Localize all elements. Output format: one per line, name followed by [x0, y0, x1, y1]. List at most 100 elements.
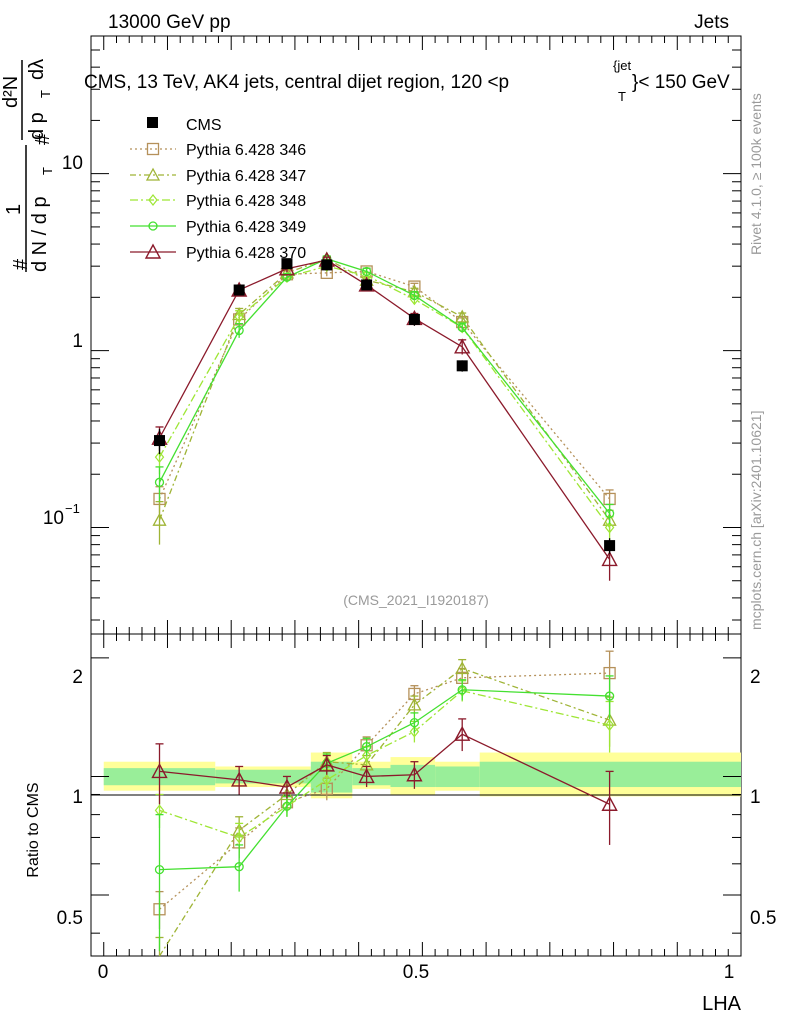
point-ratio-1-5 [407, 697, 422, 711]
point-ratio-3-2 [282, 801, 292, 811]
legend-label-cms: CMS [186, 117, 222, 134]
xlabel: LHA [702, 993, 742, 1015]
ylabel-one: 1 [3, 204, 25, 215]
series-line-ratio-1 [158, 667, 610, 957]
point-ratio-3-4 [361, 742, 372, 752]
point-main-3-6 [457, 322, 467, 333]
axis-ticks [91, 35, 742, 956]
cms-point-2 [281, 258, 293, 270]
series-main-4 [151, 251, 618, 581]
rivet-label: Rivet 4.1.0, ≥ 100k events [748, 93, 764, 255]
legend-label-370: Pythia 6.428 370 [186, 245, 306, 262]
cms-point-0 [154, 435, 166, 447]
series-line-main-4 [158, 259, 611, 560]
main-ylabel: # 1 d N / d p T # d²N d p T dλ [0, 59, 55, 272]
point-ratio-2-4 [361, 749, 372, 762]
point-ratio-2-7 [604, 719, 615, 732]
ylabel-dl: dλ [26, 59, 48, 80]
point-ratio-4-6 [454, 725, 471, 741]
point-ratio-3-7 [604, 691, 615, 701]
point-ratio-3-1 [234, 862, 244, 872]
ytick-label-10: 10 [62, 153, 83, 174]
xtick-label-1: 1 [724, 962, 735, 983]
band-inner-5 [435, 766, 480, 788]
point-ratio-4-2 [278, 778, 296, 794]
series-line-main-3 [158, 258, 611, 514]
point-ratio-4-4 [358, 767, 375, 784]
legend-label-348: Pythia 6.428 348 [186, 193, 306, 210]
cms-point-7 [604, 540, 616, 552]
legend-marker-2 [148, 194, 158, 206]
ylabel-dp: d p [26, 112, 48, 140]
series-line-main-0 [158, 270, 611, 500]
legend-marker-1 [145, 167, 161, 181]
mcplots-label: mcplots.cern.ch [arXiv:2401.10621] [748, 411, 764, 630]
point-ratio-4-1 [230, 771, 248, 787]
ylabel-hash-2: # [32, 133, 54, 145]
ratio-ytick-0p5: 0.5 [57, 908, 83, 929]
cms-point-1 [233, 284, 245, 296]
point-ratio-2-1 [234, 831, 244, 844]
point-main-3-4 [361, 266, 372, 277]
band-inner-4 [390, 764, 436, 788]
point-main-2-0 [154, 451, 165, 464]
legend-marker-cms [147, 117, 158, 128]
series-ratio-4 [151, 718, 618, 845]
ylabel-t-2: T [38, 90, 53, 98]
point-main-1-0 [152, 512, 167, 526]
point-main-3-1 [234, 325, 244, 336]
cms-point-3 [321, 259, 333, 271]
point-main-3-0 [154, 477, 165, 487]
cms-point-4 [361, 279, 373, 291]
legend-marker-3 [148, 221, 158, 231]
series-line-ratio-2 [159, 690, 610, 839]
point-ratio-4-3 [318, 756, 335, 772]
ratio-ytick-right-2: 2 [750, 667, 761, 688]
xtick-label-0p5: 0.5 [403, 962, 429, 983]
point-main-3-7 [604, 508, 615, 519]
series-line-main-2 [158, 265, 611, 528]
point-main-2-7 [604, 521, 615, 534]
series-line-main-1 [158, 258, 611, 521]
energy-label: 13000 GeV pp [108, 12, 231, 33]
ratio-ytick-1: 1 [72, 787, 83, 808]
series-line-ratio-4 [159, 733, 610, 805]
series-line-ratio-3 [159, 689, 610, 871]
point-main-4-6 [454, 338, 471, 354]
xtick-label-0: 0 [98, 962, 109, 983]
ylabel-d2n: d²N [0, 76, 22, 108]
plot-title: CMS, 13 TeV, AK4 jets, central dijet reg… [84, 58, 730, 104]
category-label: Jets [694, 12, 729, 33]
main-series [151, 251, 618, 581]
point-main-3-5 [409, 290, 420, 301]
point-ratio-2-3 [322, 773, 332, 786]
ratio-ytick-right-0p5: 0.5 [750, 908, 776, 929]
point-ratio-3-6 [457, 685, 467, 695]
point-main-2-1 [234, 310, 244, 323]
point-ratio-1-6 [455, 661, 470, 675]
series-main-1 [152, 251, 617, 545]
legend: CMS Pythia 6.428 346 Pythia 6.428 347 Py… [130, 117, 306, 262]
title-sup: {jet [613, 58, 631, 73]
point-ratio-3-5 [409, 717, 420, 728]
series-main-3 [154, 254, 615, 524]
ratio-ylabel: Ratio to CMS [25, 782, 42, 877]
legend-marker-4 [144, 243, 162, 259]
series-cms-data [154, 258, 616, 554]
ratio-series [151, 650, 618, 957]
series-main-0 [153, 265, 616, 514]
legend-marker-0 [146, 142, 160, 156]
ylabel-t-1: T [40, 167, 55, 175]
series-ratio-1 [155, 658, 617, 957]
series-main-2 [154, 260, 615, 540]
title-tail: }< 150 GeV [632, 72, 730, 93]
ratio-ytick-right-1: 1 [750, 787, 761, 808]
ylabel-dn: d N / d p [29, 196, 51, 272]
title-main: CMS, 13 TeV, AK4 jets, central dijet reg… [84, 72, 509, 93]
legend-label-346: Pythia 6.428 346 [186, 142, 306, 159]
cms-point-5 [408, 313, 420, 325]
point-ratio-4-5 [406, 766, 423, 782]
legend-label-349: Pythia 6.428 349 [186, 219, 306, 236]
title-sub: T [618, 89, 626, 104]
